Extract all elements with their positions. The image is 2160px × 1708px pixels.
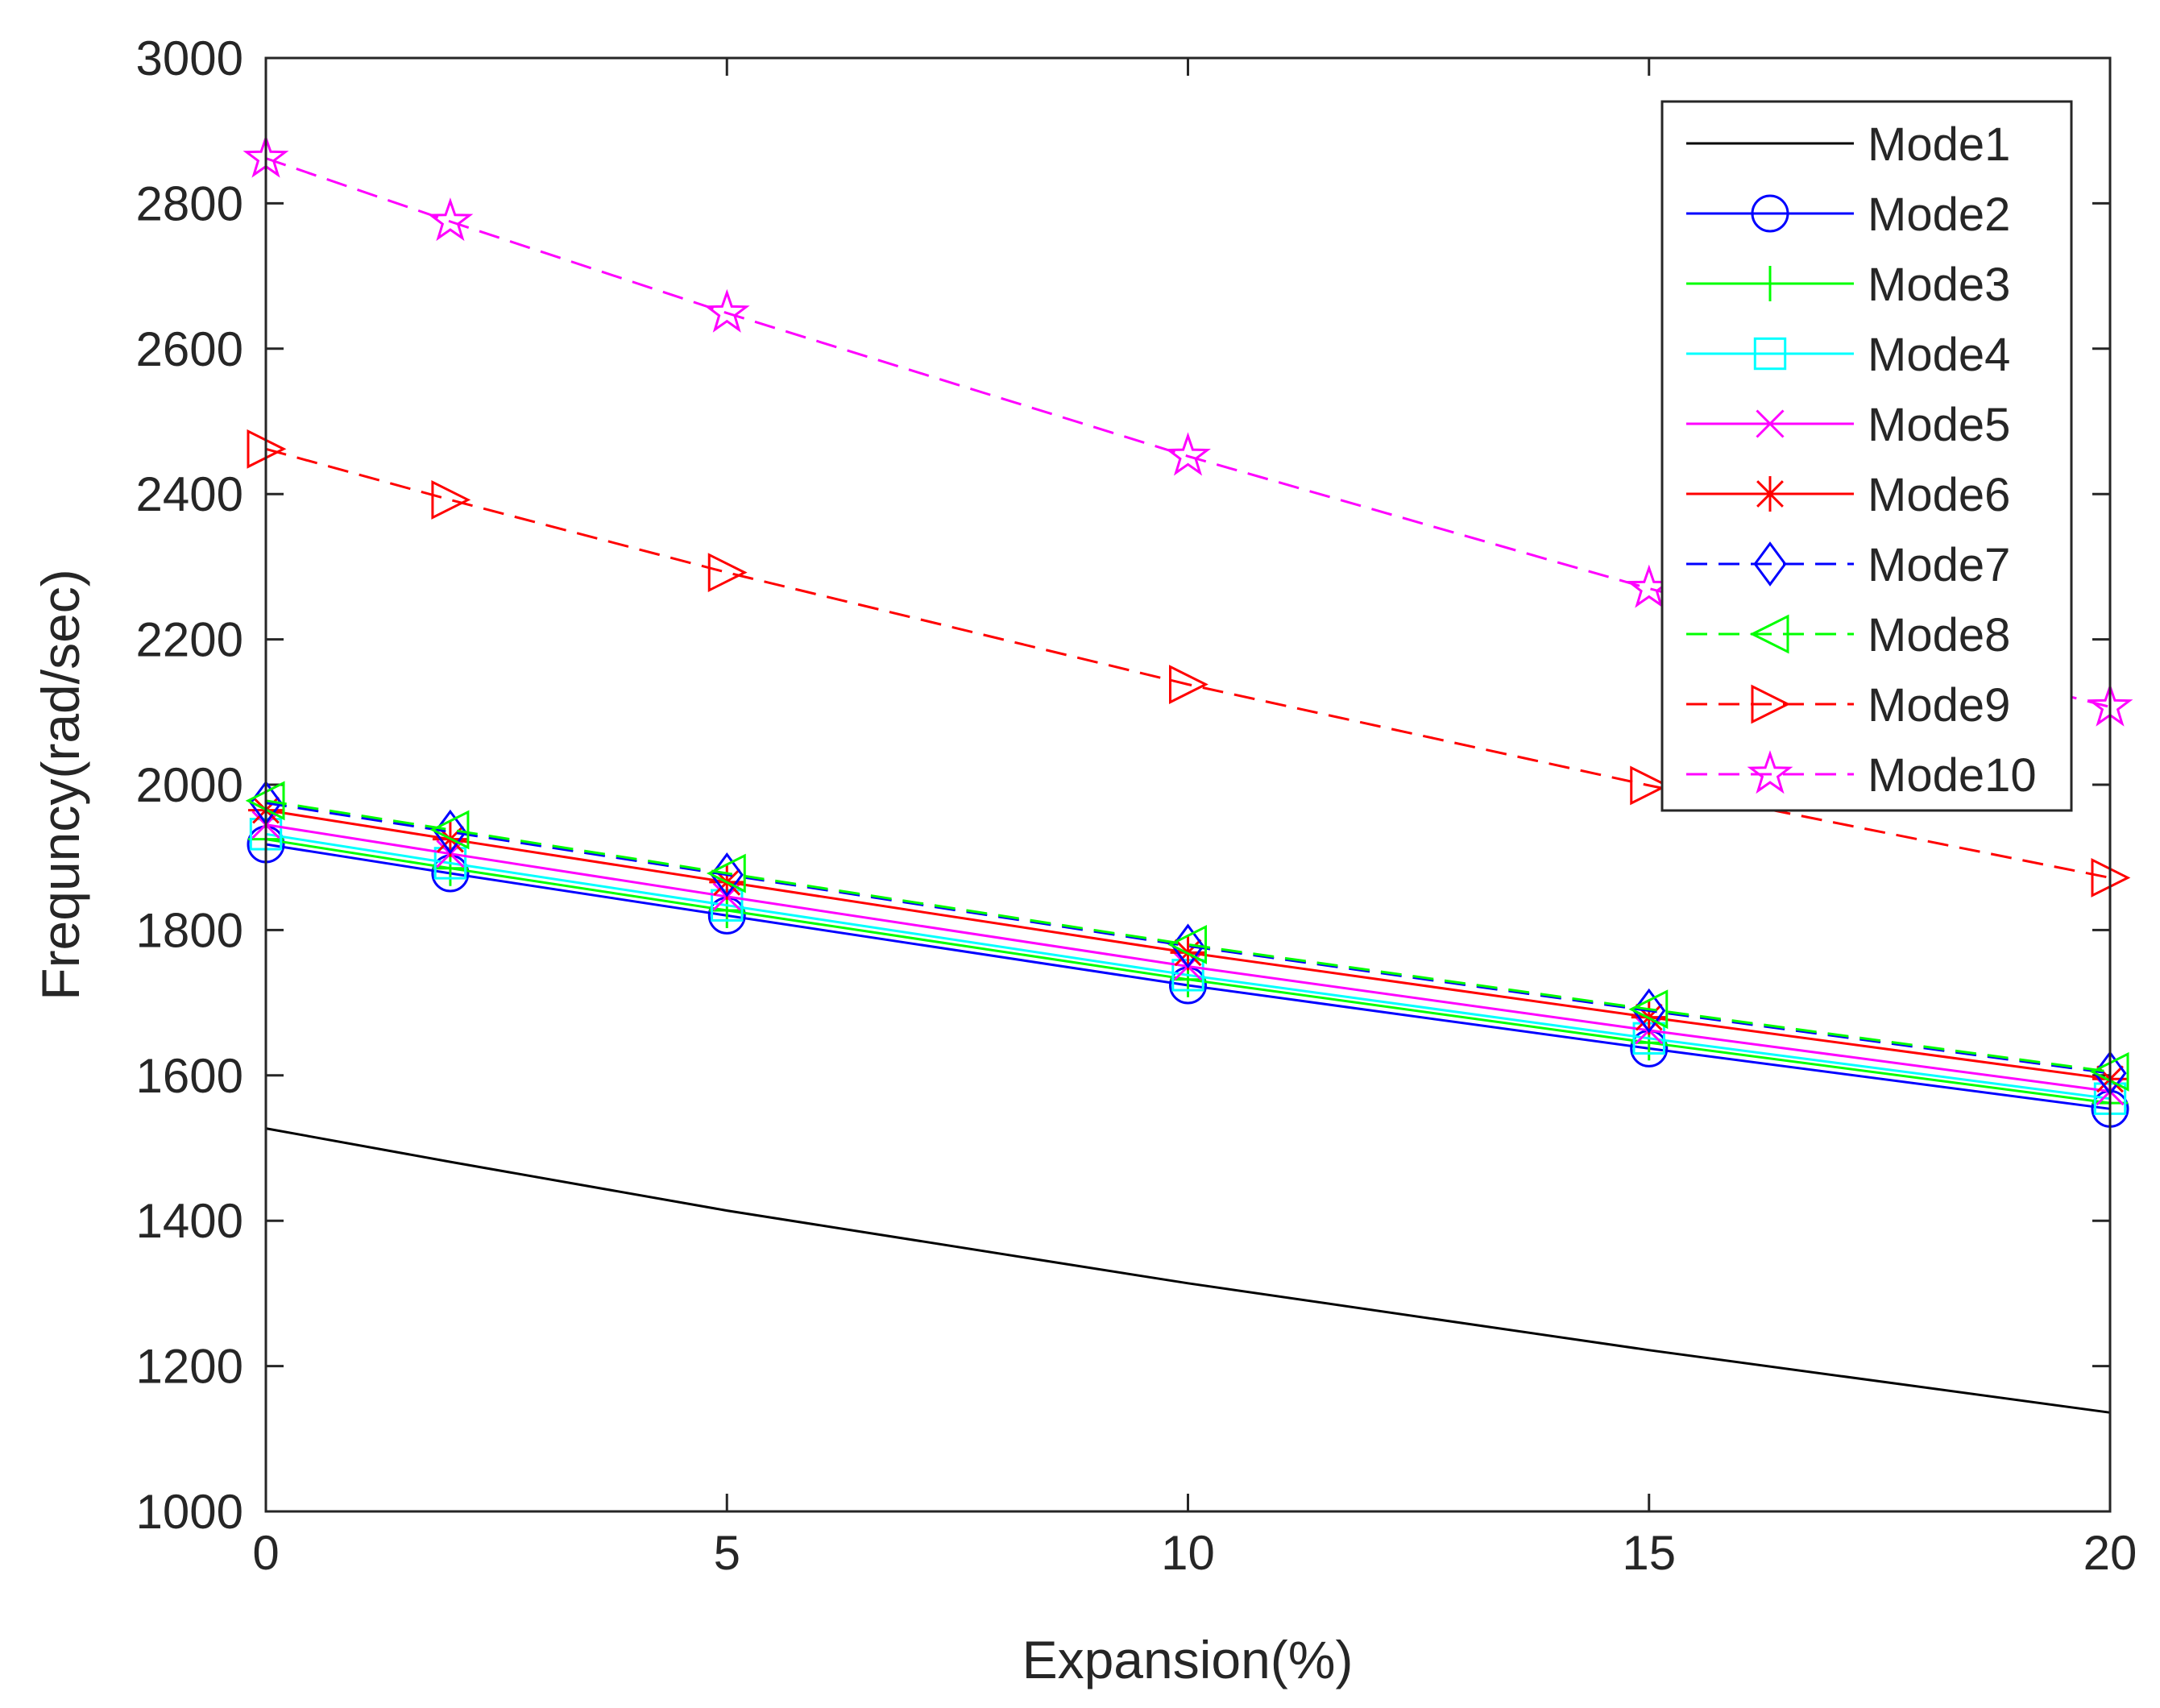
x-tick-label: 5 [714, 1526, 740, 1580]
legend-entry: Mode7 [1686, 539, 2010, 591]
data-point [1169, 665, 1209, 704]
x-axis-label: Expansion(%) [1022, 1630, 1354, 1689]
data-point [703, 288, 750, 333]
y-tick-label: 2600 [136, 322, 243, 376]
y-tick-label: 1800 [136, 903, 243, 957]
legend-label: Mode6 [1868, 469, 2010, 521]
series-line [265, 1127, 2111, 1414]
data-point [1632, 988, 1666, 1034]
legend-label: Mode3 [1868, 259, 2010, 311]
y-tick-label: 2000 [136, 758, 243, 812]
plot-frame [264, 56, 2112, 1513]
legend-marker [1747, 750, 1793, 794]
series-line [265, 838, 2111, 1105]
legend-entry: Mode2 [1686, 189, 2010, 241]
legend-entry: Mode5 [1686, 399, 2010, 451]
series-line [265, 832, 2111, 1101]
data-point [1167, 925, 1207, 964]
y-tick-label: 1200 [136, 1340, 243, 1394]
data-point [1171, 923, 1205, 969]
series-line [265, 823, 2111, 1093]
data-point [427, 197, 474, 242]
axes: 0 5 10 15 20 1000 1200 1400 1600 1800 2000 2200 2400… [136, 31, 2137, 1580]
legend-entry: Mode4 [1686, 329, 2010, 381]
legend-label: Mode1 [1868, 118, 2010, 171]
y-tick-label: 2200 [136, 613, 243, 667]
legend-marker [1749, 614, 1789, 654]
y-tick-label: 1600 [136, 1049, 243, 1103]
legend-label: Mode9 [1868, 679, 2010, 732]
legend-label: Mode7 [1868, 539, 2010, 591]
legend-entry: Mode10 [1686, 749, 2037, 802]
y-tick-label: 1400 [136, 1194, 243, 1248]
series-mode2 [247, 825, 2129, 1128]
legend-marker [1752, 266, 1788, 301]
data-point [707, 553, 748, 593]
data-point [1630, 765, 1670, 806]
x-tick-label: 15 [1622, 1526, 1676, 1580]
x-tick-label: 0 [252, 1526, 279, 1580]
legend-label: Mode2 [1868, 189, 2010, 241]
y-tick-label: 2400 [136, 467, 243, 521]
legend-entry: Mode8 [1686, 609, 2010, 661]
legend-label: Mode5 [1868, 399, 2010, 451]
legend-entry: Mode9 [1686, 679, 2010, 732]
y-tick-label: 1000 [136, 1485, 243, 1539]
legend-label: Mode8 [1868, 609, 2010, 661]
legend-marker [1753, 337, 1787, 371]
legend-entry: Mode6 [1686, 469, 2010, 521]
data-point [706, 853, 746, 893]
legend: Mode1 Mode2 Mode3 Mode4 Mode5 Mode6 Mode7 Mode8… [1660, 100, 2073, 812]
legend-marker [1751, 684, 1791, 724]
series-line [265, 809, 2111, 1080]
legend-entry: Mode1 [1686, 118, 2010, 171]
legend-marker [1752, 476, 1788, 512]
legend-marker [1751, 194, 1789, 233]
legend-box [1660, 100, 2073, 812]
series-line [265, 843, 2111, 1110]
y-tick-label: 2800 [136, 176, 243, 230]
legend-marker [1753, 541, 1787, 587]
y-tick-label: 3000 [136, 31, 243, 85]
data-point [1628, 989, 1669, 1030]
series-mode1 [265, 1127, 2111, 1414]
data-point [431, 479, 471, 520]
data-point [429, 810, 470, 850]
data-point [1165, 432, 1211, 476]
legend-label: Mode4 [1868, 329, 2010, 381]
y-axis-label: Frequncy(rad/sec) [31, 569, 90, 1001]
data-point [710, 852, 744, 898]
legend-label: Mode10 [1868, 749, 2037, 802]
legend-entry: Mode3 [1686, 259, 2010, 311]
x-tick-label: 20 [2083, 1526, 2137, 1580]
x-tick-label: 10 [1161, 1526, 1215, 1580]
legend-marker [1756, 409, 1785, 438]
